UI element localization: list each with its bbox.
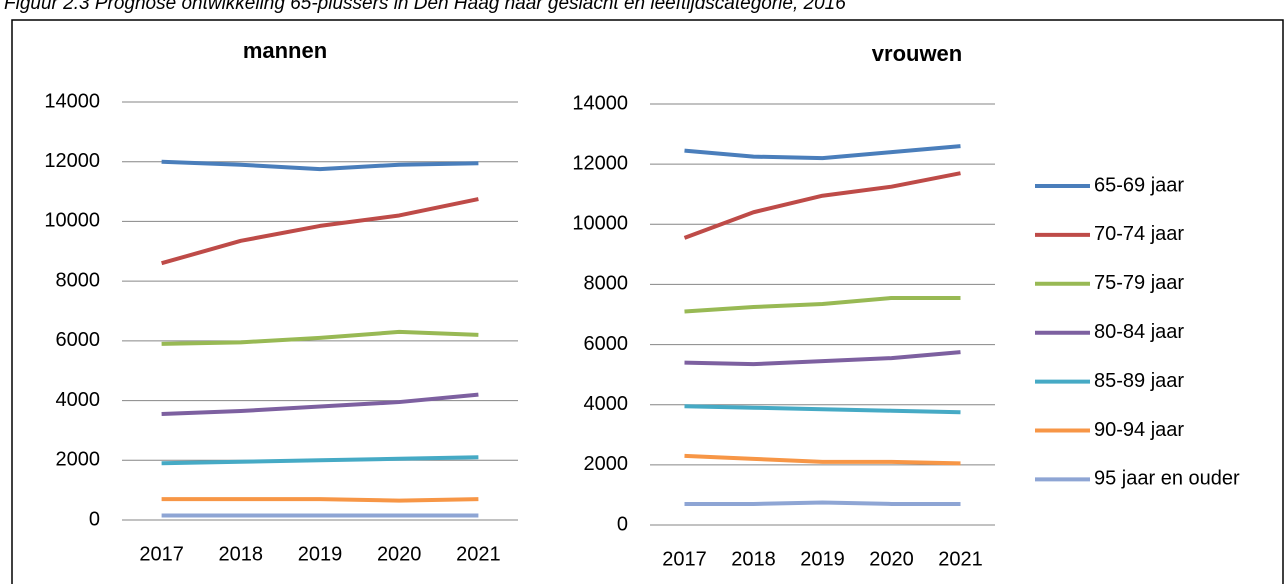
legend-label: 90-94 jaar	[1094, 419, 1184, 441]
series-line	[684, 350, 961, 367]
legend-label: 95 jaar en ouder	[1094, 468, 1240, 490]
series-line	[161, 329, 479, 346]
x-tick-label: 2020	[869, 548, 914, 570]
series-line	[684, 144, 961, 161]
x-tick-label: 2017	[139, 543, 184, 565]
y-tick-label: 6000	[56, 329, 101, 351]
x-tick-label: 2017	[662, 548, 707, 570]
series-line	[161, 197, 479, 266]
page-title: Figuur 2.3 Prognose ontwikkeling 65-plus…	[4, 0, 846, 14]
x-tick-label: 2020	[377, 543, 422, 565]
y-tick-label: 6000	[584, 333, 629, 355]
frame	[11, 19, 1284, 584]
legend-label: 65-69 jaar	[1094, 174, 1184, 196]
series-line	[161, 455, 479, 466]
series-line	[161, 392, 479, 417]
y-tick-label: 4000	[56, 389, 101, 411]
y-tick-label: 4000	[584, 393, 629, 415]
series-line	[683, 171, 961, 240]
y-tick-label: 14000	[572, 92, 628, 114]
chart-title: vrouwen	[872, 41, 962, 66]
series-line	[161, 497, 479, 503]
series-line	[684, 295, 961, 314]
y-tick-label: 2000	[584, 453, 629, 475]
y-tick-label: 10000	[44, 210, 100, 232]
y-tick-label: 10000	[572, 213, 628, 235]
y-tick-label: 14000	[44, 90, 100, 112]
series-line	[684, 404, 961, 415]
x-tick-label: 2018	[219, 543, 264, 565]
y-tick-label: 0	[617, 513, 628, 535]
chart-title: mannen	[243, 38, 327, 63]
legend-label: 80-84 jaar	[1094, 321, 1184, 343]
series-line	[684, 453, 961, 466]
y-tick-label: 12000	[44, 150, 100, 172]
x-tick-label: 2018	[731, 548, 776, 570]
y-tick-label: 2000	[56, 449, 101, 471]
series-line	[684, 500, 961, 506]
legend-label: 70-74 jaar	[1094, 223, 1184, 245]
y-tick-label: 8000	[584, 273, 629, 295]
y-tick-label: 8000	[56, 269, 101, 291]
legend-label: 85-89 jaar	[1094, 370, 1184, 392]
x-tick-label: 2021	[938, 548, 983, 570]
x-tick-label: 2021	[456, 543, 501, 565]
x-tick-label: 2019	[298, 543, 343, 565]
x-tick-label: 2019	[800, 548, 845, 570]
legend-label: 75-79 jaar	[1094, 272, 1184, 294]
series-line	[161, 159, 479, 172]
y-tick-label: 0	[89, 508, 100, 530]
y-tick-label: 12000	[572, 152, 628, 174]
